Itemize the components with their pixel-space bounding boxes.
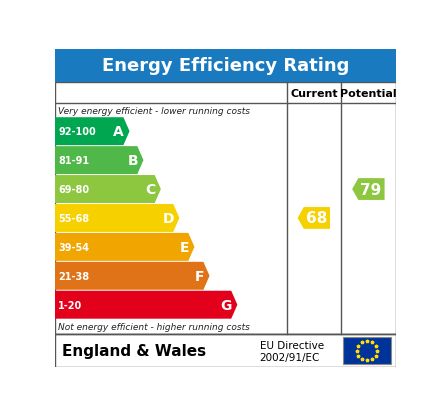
Text: Very energy efficient - lower running costs: Very energy efficient - lower running co… (59, 106, 250, 115)
Polygon shape (55, 147, 143, 175)
Text: 1-20: 1-20 (59, 300, 83, 310)
Polygon shape (55, 233, 194, 261)
Text: 79: 79 (360, 182, 382, 197)
Text: D: D (162, 211, 174, 225)
Polygon shape (55, 176, 161, 204)
Text: England & Wales: England & Wales (62, 343, 206, 358)
Bar (343, 337, 391, 364)
Text: C: C (145, 183, 155, 197)
Bar (55, 334, 396, 368)
Polygon shape (55, 291, 237, 319)
Text: E: E (180, 240, 189, 254)
Bar (55, 50, 396, 83)
Text: B: B (127, 154, 138, 168)
Text: Potential: Potential (340, 88, 397, 98)
Text: 69-80: 69-80 (59, 185, 89, 195)
Text: F: F (194, 269, 204, 283)
Polygon shape (55, 262, 209, 290)
Text: Current: Current (290, 88, 337, 98)
Text: 92-100: 92-100 (59, 127, 96, 137)
Text: 2002/91/EC: 2002/91/EC (260, 353, 320, 363)
Polygon shape (297, 208, 330, 229)
Polygon shape (55, 204, 180, 233)
Text: 21-38: 21-38 (59, 271, 89, 281)
Text: Energy Efficiency Rating: Energy Efficiency Rating (102, 57, 349, 75)
Text: EU Directive: EU Directive (260, 340, 324, 350)
Text: 39-54: 39-54 (59, 242, 89, 252)
Text: G: G (220, 298, 232, 312)
Text: 68: 68 (306, 211, 327, 226)
Text: A: A (114, 125, 124, 139)
Polygon shape (55, 118, 129, 146)
Polygon shape (352, 179, 385, 200)
Bar (55, 83, 396, 334)
Text: 55-68: 55-68 (59, 214, 89, 223)
Text: Not energy efficient - higher running costs: Not energy efficient - higher running co… (59, 323, 250, 332)
Text: 81-91: 81-91 (59, 156, 89, 166)
